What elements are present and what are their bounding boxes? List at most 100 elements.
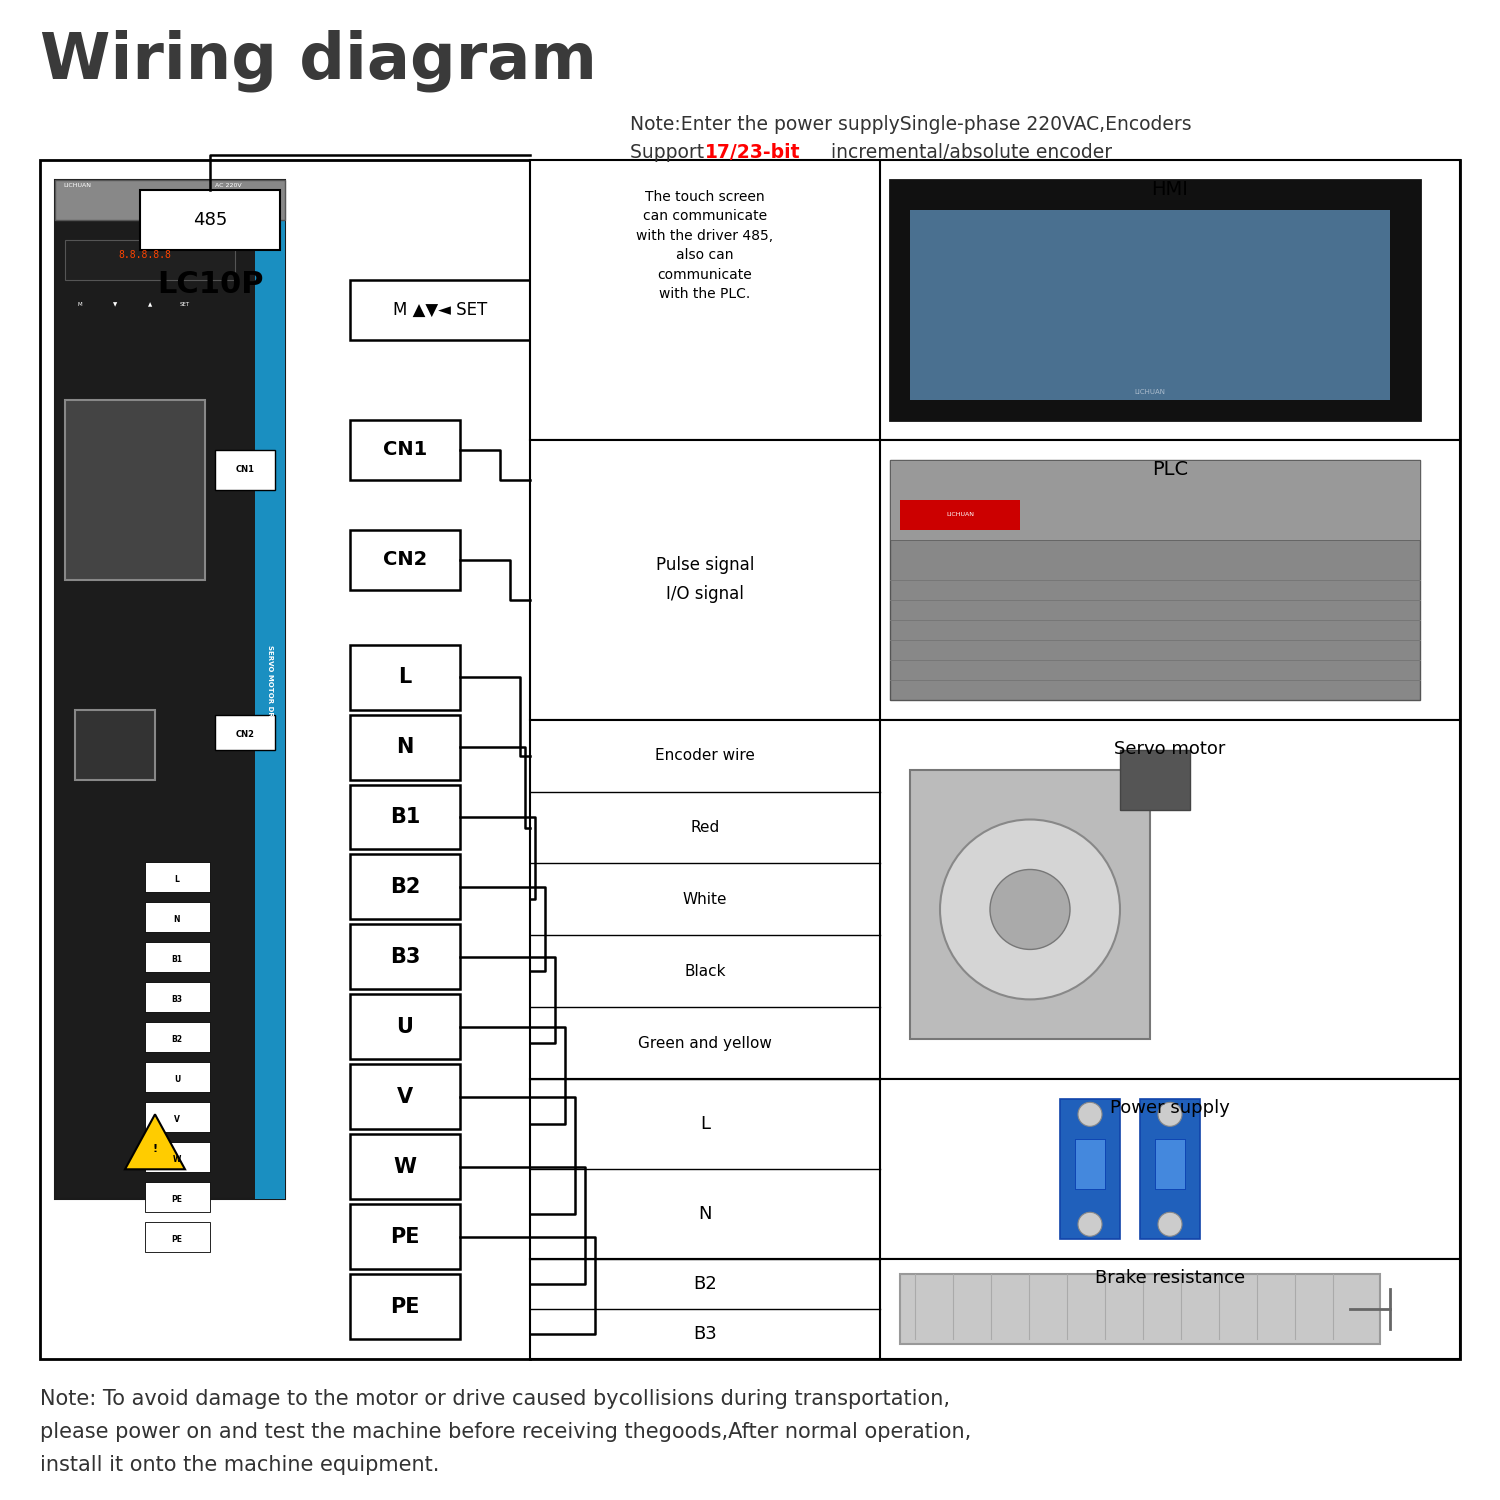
Text: PE: PE — [390, 1296, 420, 1317]
Text: PE: PE — [171, 1196, 183, 1204]
Bar — [350, 280, 530, 340]
Bar — [146, 862, 210, 892]
Bar — [530, 160, 1460, 440]
Text: B2: B2 — [390, 878, 420, 897]
Text: L: L — [174, 874, 180, 884]
Text: White: White — [682, 892, 728, 908]
Text: CN2: CN2 — [382, 550, 427, 568]
Bar — [56, 180, 285, 1200]
Bar — [146, 903, 210, 933]
Bar — [350, 855, 460, 920]
Bar — [1076, 1140, 1106, 1190]
Bar — [1140, 1100, 1200, 1239]
Polygon shape — [124, 1114, 184, 1170]
Text: CN1: CN1 — [382, 440, 427, 459]
Text: PLC: PLC — [1152, 459, 1188, 478]
Text: N: N — [174, 915, 180, 924]
Text: PE: PE — [390, 1227, 420, 1246]
Bar — [1155, 1140, 1185, 1190]
Bar — [350, 645, 460, 710]
Text: HMI: HMI — [1152, 180, 1188, 200]
Bar — [146, 1182, 210, 1212]
Text: B1: B1 — [390, 807, 420, 826]
Bar — [146, 1023, 210, 1053]
Text: AC 220V: AC 220V — [214, 183, 242, 188]
Text: SERVO MOTOR DRIVER: SERVO MOTOR DRIVER — [267, 645, 273, 735]
Bar — [64, 240, 236, 280]
Text: The touch screen
can communicate
with the driver 485,
also can
communicate
with : The touch screen can communicate with th… — [636, 190, 774, 302]
Bar — [530, 1080, 1460, 1258]
Bar — [350, 1134, 460, 1200]
Bar — [64, 400, 206, 579]
Bar — [900, 1274, 1380, 1344]
Text: N: N — [698, 1206, 711, 1224]
Text: 485: 485 — [194, 211, 226, 230]
Bar — [530, 1258, 1460, 1359]
Text: Servo motor: Servo motor — [1114, 740, 1226, 758]
Text: B3: B3 — [171, 994, 183, 1004]
Circle shape — [1078, 1212, 1102, 1236]
Text: LICHUAN: LICHUAN — [1134, 388, 1166, 394]
Circle shape — [1078, 1102, 1102, 1126]
Text: M: M — [78, 303, 82, 307]
Bar — [350, 420, 460, 480]
Bar — [146, 1062, 210, 1092]
Bar — [255, 180, 285, 1200]
Text: B3: B3 — [390, 946, 420, 968]
Text: LICHUAN: LICHUAN — [946, 512, 974, 518]
Circle shape — [990, 870, 1070, 950]
Text: L: L — [700, 1116, 709, 1134]
Text: LC10P: LC10P — [156, 270, 264, 300]
Bar — [890, 1089, 1420, 1250]
Bar — [890, 180, 1420, 420]
Text: ▼: ▼ — [112, 303, 117, 307]
Text: CN1: CN1 — [236, 465, 255, 474]
Bar — [350, 1065, 460, 1130]
Text: Black: Black — [684, 964, 726, 980]
Text: Green and yellow: Green and yellow — [638, 1036, 772, 1052]
Bar — [214, 450, 274, 489]
Bar — [146, 1143, 210, 1173]
Bar — [890, 459, 1420, 540]
Text: B2: B2 — [171, 1035, 183, 1044]
Bar — [350, 1204, 460, 1269]
Bar — [910, 210, 1390, 400]
Bar — [350, 924, 460, 990]
Bar — [350, 784, 460, 849]
Text: Power supply: Power supply — [1110, 1100, 1230, 1118]
Bar — [530, 720, 1460, 1080]
Bar — [350, 714, 460, 780]
Text: 8.8.8.8.8: 8.8.8.8.8 — [118, 251, 171, 260]
Text: 17/23-bit: 17/23-bit — [705, 142, 801, 162]
Bar — [530, 160, 1460, 1359]
Bar — [146, 942, 210, 972]
Bar — [900, 500, 1020, 530]
Text: SET: SET — [180, 303, 190, 307]
Text: B1: B1 — [171, 956, 183, 964]
Text: B3: B3 — [693, 1324, 717, 1342]
Text: Pulse signal
I/O signal: Pulse signal I/O signal — [656, 556, 754, 603]
Text: ▲: ▲ — [148, 303, 152, 307]
Text: Support: Support — [630, 142, 710, 162]
Text: incremental/absolute encoder: incremental/absolute encoder — [825, 142, 1112, 162]
Bar — [1060, 1100, 1120, 1239]
Bar — [40, 160, 530, 1359]
Bar — [146, 982, 210, 1012]
Text: N: N — [396, 736, 414, 758]
Text: V: V — [174, 1114, 180, 1124]
Text: L: L — [399, 668, 411, 687]
Text: PE: PE — [171, 1234, 183, 1244]
Text: Note:Enter the power supplySingle-phase 220VAC,Encoders: Note:Enter the power supplySingle-phase … — [630, 116, 1191, 134]
Circle shape — [1158, 1212, 1182, 1236]
Bar — [146, 1102, 210, 1132]
Bar — [146, 1222, 210, 1252]
Bar — [56, 180, 285, 220]
Text: CN2: CN2 — [236, 730, 255, 740]
Bar — [350, 994, 460, 1059]
Text: M ▲▼◄ SET: M ▲▼◄ SET — [393, 302, 488, 320]
Text: B2: B2 — [693, 1275, 717, 1293]
Bar — [75, 710, 154, 780]
Bar — [530, 440, 1460, 720]
Text: !: ! — [153, 1144, 158, 1155]
Bar — [350, 530, 460, 590]
